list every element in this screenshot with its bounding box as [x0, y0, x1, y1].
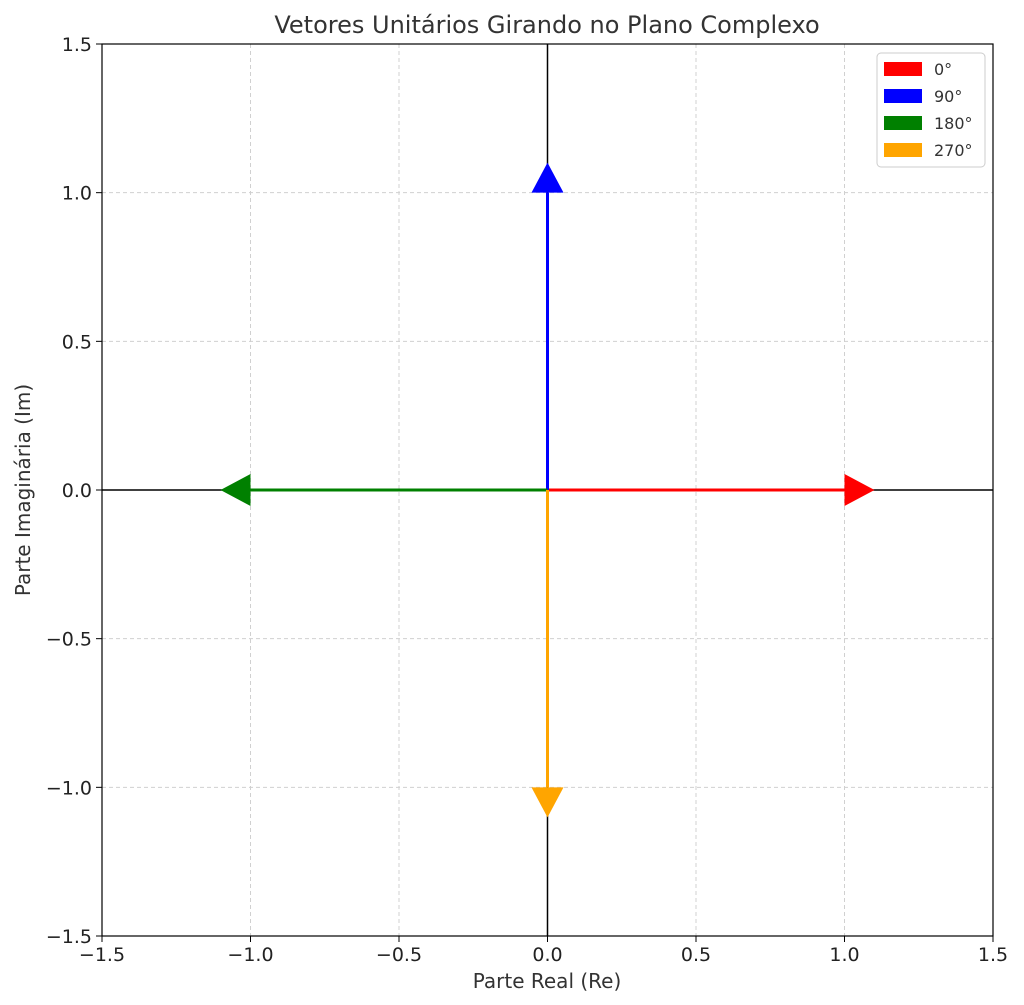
x-tick-label: 0.0	[532, 944, 562, 966]
x-tick-label: −1.5	[79, 944, 125, 966]
legend-box	[876, 52, 986, 168]
ticks: −1.5 −1.0 −0.5 0.0 0.5 1.0 1.5 −1.5 −1.0 −0.5 0.0 0…	[46, 34, 1008, 966]
vector-arrowhead	[531, 787, 564, 818]
y-tick-label: 1.5	[62, 34, 92, 56]
chart-title: Vetores Unitários Girando no Plano Compl…	[274, 11, 819, 39]
y-axis-label: Parte Imaginária (Im)	[11, 384, 35, 596]
legend-swatch	[884, 116, 922, 130]
vector-2	[220, 474, 548, 506]
x-axis-label: Parte Real (Re)	[473, 969, 622, 993]
legend: 0° 90° 180° 270°	[876, 52, 986, 168]
vector-arrowhead	[844, 474, 875, 506]
y-tick-label: 0.5	[62, 331, 92, 353]
y-tick-label: 0.0	[62, 480, 92, 502]
x-tick-label: 0.5	[681, 944, 711, 966]
legend-swatch	[884, 143, 922, 157]
vector-3	[531, 490, 564, 818]
vectors	[220, 162, 875, 818]
legend-swatch	[884, 89, 922, 103]
y-tick-label: −1.0	[46, 777, 92, 799]
legend-label: 0°	[934, 60, 952, 79]
x-tick-label: −0.5	[376, 944, 422, 966]
x-tick-label: 1.5	[978, 944, 1008, 966]
vector-arrowhead	[220, 474, 251, 506]
legend-label: 90°	[934, 87, 962, 106]
y-tick-label: −0.5	[46, 629, 92, 651]
vector-1	[531, 162, 564, 490]
x-tick-label: 1.0	[829, 944, 859, 966]
vector-arrowhead	[531, 162, 564, 193]
vector-0	[547, 474, 875, 506]
legend-swatch	[884, 62, 922, 76]
legend-label: 270°	[934, 141, 973, 160]
x-tick-label: −1.0	[227, 944, 273, 966]
y-tick-label: −1.5	[46, 926, 92, 948]
y-tick-label: 1.0	[62, 183, 92, 205]
legend-label: 180°	[934, 114, 973, 133]
